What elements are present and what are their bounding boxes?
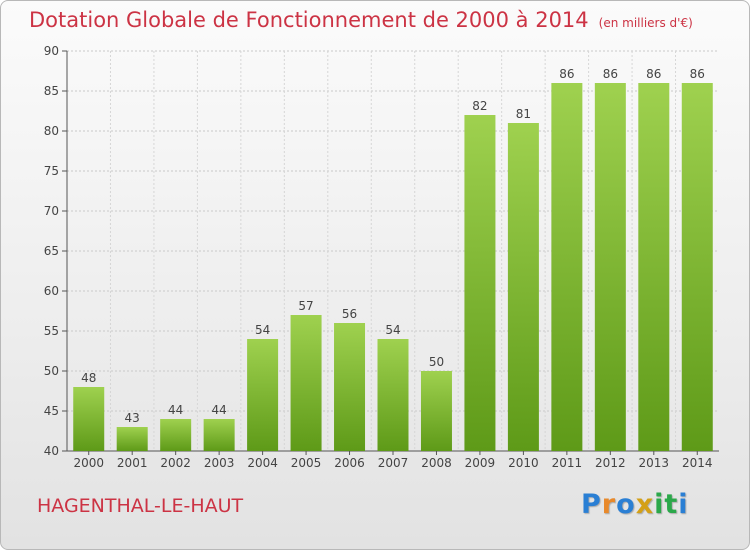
bar	[464, 115, 496, 451]
bar	[203, 419, 235, 451]
bar-value-label: 81	[516, 107, 531, 121]
x-tick-label: 2000	[73, 456, 104, 470]
x-tick-label: 2002	[160, 456, 191, 470]
bar	[160, 419, 192, 451]
bar-value-label: 44	[211, 403, 226, 417]
bar	[334, 323, 366, 451]
bar-value-label: 50	[429, 355, 444, 369]
logo-letter: i	[678, 489, 689, 520]
x-tick-label: 2014	[682, 456, 713, 470]
x-tick-label: 2006	[334, 456, 365, 470]
y-tick-label: 55	[44, 324, 59, 338]
y-tick-label: 80	[44, 124, 59, 138]
bar	[420, 371, 452, 451]
x-tick-label: 2013	[639, 456, 670, 470]
chart-title-main: Dotation Globale de Fonctionnement de 20…	[29, 8, 589, 32]
x-tick-label: 2011	[552, 456, 583, 470]
chart-title-unit: (en milliers d'€)	[598, 16, 693, 30]
bar	[377, 339, 409, 451]
x-tick-label: 2009	[465, 456, 496, 470]
bars	[73, 83, 713, 451]
x-tick-label: 2001	[117, 456, 148, 470]
bar-value-label: 86	[559, 67, 574, 81]
x-tick-label: 2007	[378, 456, 409, 470]
y-tick-label: 85	[44, 84, 59, 98]
bar	[290, 315, 322, 451]
bar-value-label: 44	[168, 403, 183, 417]
x-tick-label: 2010	[508, 456, 539, 470]
logo-letter: r	[601, 489, 617, 520]
y-tick-label: 45	[44, 404, 59, 418]
bar	[681, 83, 713, 451]
bar	[247, 339, 279, 451]
bar-value-label: 82	[472, 99, 487, 113]
x-tick-label: 2003	[204, 456, 235, 470]
logo-letter: i	[654, 489, 665, 520]
chart-title: Dotation Globale de Fonctionnement de 20…	[29, 8, 693, 32]
bar-value-label: 86	[690, 67, 705, 81]
logo-letter: o	[616, 489, 636, 520]
bar-value-label: 54	[385, 323, 400, 337]
bar	[116, 427, 148, 451]
proxiti-logo: Proxiti	[581, 489, 689, 520]
y-tick-label: 50	[44, 364, 59, 378]
logo-letter: x	[635, 489, 655, 520]
bar	[594, 83, 626, 451]
labels: 40 45 50 55 60 65 70 75 80 85 90 48 2000 43 2001 44 2002…	[44, 44, 713, 470]
y-tick-label: 65	[44, 244, 59, 258]
y-tick-label: 75	[44, 164, 59, 178]
bar	[73, 387, 105, 451]
commune-name: HAGENTHAL-LE-HAUT	[37, 495, 244, 517]
y-tick-label: 70	[44, 204, 59, 218]
y-tick-label: 40	[44, 444, 59, 458]
bar-value-label: 54	[255, 323, 270, 337]
bar-value-label: 43	[125, 411, 140, 425]
x-tick-label: 2005	[291, 456, 322, 470]
bar-value-label: 57	[298, 299, 313, 313]
bar-value-label: 56	[342, 307, 357, 321]
bar-value-label: 86	[646, 67, 661, 81]
x-tick-label: 2004	[247, 456, 278, 470]
y-tick-label: 60	[44, 284, 59, 298]
bar-value-label: 48	[81, 371, 96, 385]
bar	[507, 123, 539, 451]
bar	[551, 83, 583, 451]
bar-value-label: 86	[603, 67, 618, 81]
x-tick-label: 2012	[595, 456, 626, 470]
logo-letter: P	[581, 489, 602, 520]
x-tick-label: 2008	[421, 456, 452, 470]
bar	[638, 83, 670, 451]
y-tick-label: 90	[44, 44, 59, 58]
logo-letter: t	[664, 489, 679, 520]
